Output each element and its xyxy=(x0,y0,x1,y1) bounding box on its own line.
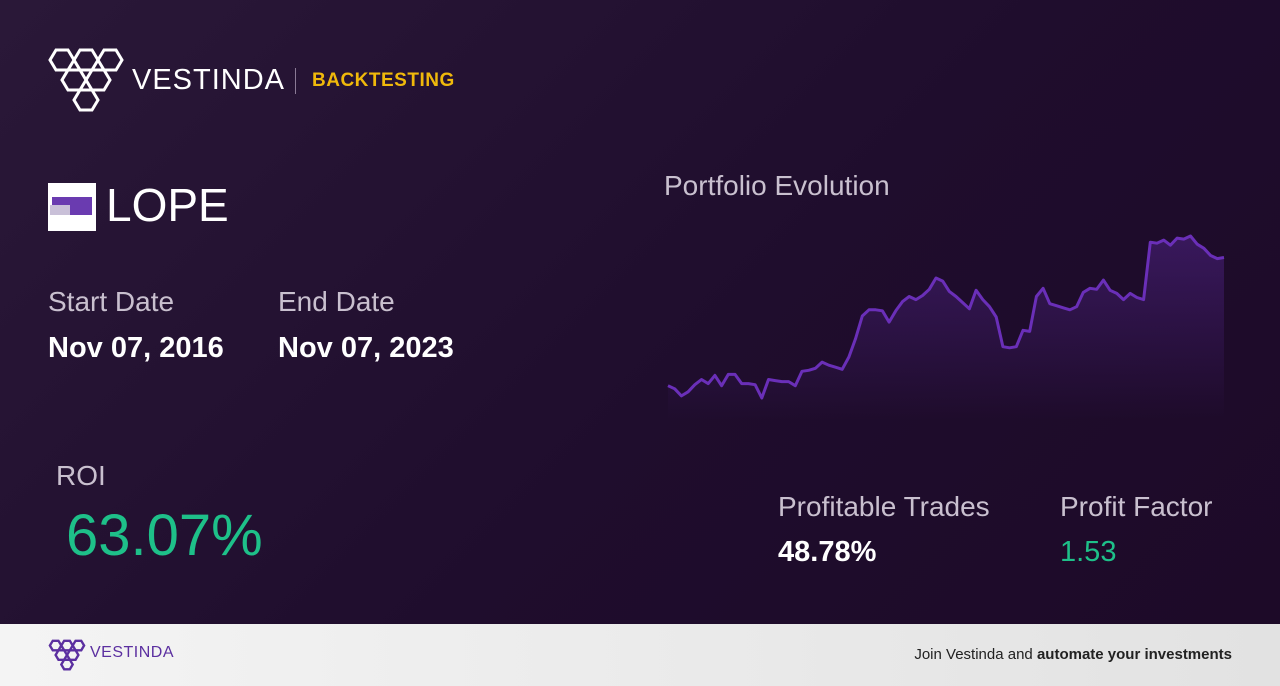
end-date: Nov 07, 2023 xyxy=(278,332,454,364)
section-label: BACKTESTING xyxy=(312,70,455,91)
chart: Portfolio Evolution xyxy=(664,170,1225,420)
ticker-logo xyxy=(48,183,96,231)
footer-cta: Join Vestinda and automate your investme… xyxy=(914,646,1232,663)
start-date: Nov 07, 2016 xyxy=(48,332,224,364)
footer-text: Join Vestinda and xyxy=(914,646,1033,663)
start-date-label: Start Date xyxy=(48,286,175,317)
brand: VESTINDA xyxy=(132,64,286,96)
footer-brand: VESTINDA xyxy=(90,644,175,661)
brand-logo xyxy=(48,48,124,112)
profitable-trades-label: Profitable Trades xyxy=(778,491,990,522)
profit-factor-label: Profit Factor xyxy=(1060,491,1213,522)
profitable-trades: 48.78% xyxy=(778,536,877,568)
roi-value: 63.07% xyxy=(66,503,263,568)
ticker-logo-art xyxy=(50,197,92,215)
profit-factor: 1.53 xyxy=(1060,536,1117,568)
end-date-label: End Date xyxy=(278,286,395,317)
line xyxy=(667,234,1225,400)
area xyxy=(668,236,1224,420)
card: VESTINDA BACKTESTING LOPE Start Date Nov… xyxy=(0,0,1280,624)
footer-bold: automate your investments xyxy=(1036,646,1232,663)
footer: VESTINDA Join Vestinda and automate your… xyxy=(0,624,1280,686)
footer-logo xyxy=(48,639,86,671)
separator xyxy=(295,68,296,94)
ticker: LOPE xyxy=(106,179,229,231)
roi-label: ROI xyxy=(56,460,106,491)
chart-title: Portfolio Evolution xyxy=(664,170,890,201)
